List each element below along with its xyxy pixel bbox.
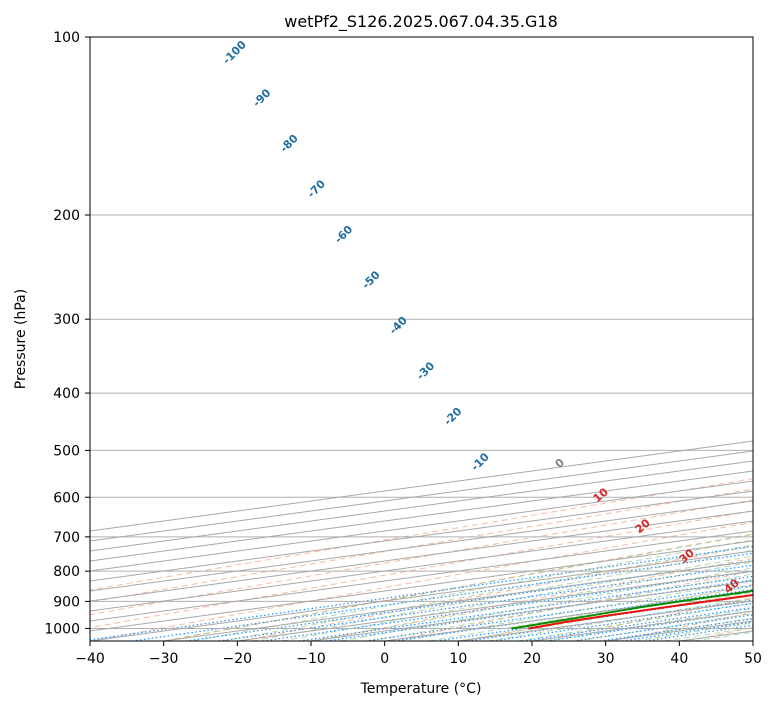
x-tick-label: 30 [597,651,615,667]
dry-adiabat-line [763,37,775,641]
dry-adiabat-label: -60 [332,223,355,246]
dry-adiabat-label: -20 [441,405,464,428]
dry-adiabat-line [314,557,753,641]
isotherm-line [90,500,753,592]
dry-adiabat-line [90,521,753,641]
x-tick-label: −20 [223,651,253,667]
isotherm-line [90,480,753,572]
y-tick-label: 900 [53,594,80,610]
moist-adiabat-label: 20 [633,516,653,536]
x-tick-label: 0 [380,651,389,667]
x-tick-label: 40 [670,651,688,667]
moist-adiabat-line [576,612,753,641]
isotherm-line [90,520,753,612]
dry-adiabat-label: -80 [278,132,301,155]
moist-adiabat-line [428,585,753,641]
y-tick-label: 200 [53,208,80,224]
x-tick-label: 20 [523,651,541,667]
y-tick-label: 800 [53,564,80,580]
x-axis-label: Temperature (°C) [360,681,482,697]
x-tick-label: −40 [75,651,105,667]
moist-adiabat-line [694,631,753,641]
dry-adiabat-label: -50 [359,268,382,291]
plot-frame [89,36,754,642]
mixing-ratio-line [90,545,753,641]
isotherm-line [90,550,753,641]
dry-adiabat-line [239,545,753,641]
dry-adiabat-label: -10 [469,450,492,473]
x-tick-label: −10 [296,651,326,667]
y-tick-label: 600 [53,490,80,506]
moist-adiabat-line [635,622,753,641]
mixing-ratio-line [522,606,753,641]
isotherm-line [90,460,753,552]
x-tick-label: 10 [449,651,467,667]
moist-adiabat-line [399,579,753,641]
dewpoint-profile-line [511,589,753,630]
y-tick-label: 100 [53,30,80,46]
isotherm-line [752,640,753,641]
y-tick-label: 400 [53,386,80,402]
x-tick-label: 50 [744,651,762,667]
isotherm-line [90,490,753,582]
x-tick-label: −30 [149,651,179,667]
mixing-ratio-line [492,602,753,641]
y-tick-label: 700 [53,530,80,546]
dry-adiabat-label: -100 [220,38,249,67]
moist-adiabat-line [193,539,753,641]
dry-adiabat-label: -90 [250,86,273,109]
isotherm-line [310,580,753,641]
dry-adiabat-line [538,597,753,641]
moist-adiabat-line [222,544,753,641]
y-tick-label: 500 [53,443,80,459]
isotherm-line [384,590,753,641]
dry-adiabat-line [688,627,753,641]
dry-adiabat-label: -30 [414,359,437,382]
moist-adiabat-line [517,602,753,641]
dry-adiabat-label: -40 [387,314,410,337]
y-axis-label: Pressure (hPa) [13,289,29,389]
isotherm-line [531,610,753,641]
isotherm-line [90,470,753,562]
y-tick-label: 1000 [44,621,80,637]
moist-adiabat-line [310,561,753,641]
isotherm-line [90,450,753,542]
moist-adiabat-label: 0 [553,456,567,471]
dry-adiabat-line [389,570,753,641]
chart-title: wetPf2_S126.2025.067.04.35.G18 [284,12,558,32]
dry-adiabat-line [613,612,753,641]
y-tick-label: 300 [53,312,80,328]
dry-adiabat-label: -70 [305,177,328,200]
moist-adiabat-line [487,597,753,641]
isotherm-line [90,510,753,602]
mixing-ratio-line [645,624,753,641]
isotherm-line [90,530,753,622]
